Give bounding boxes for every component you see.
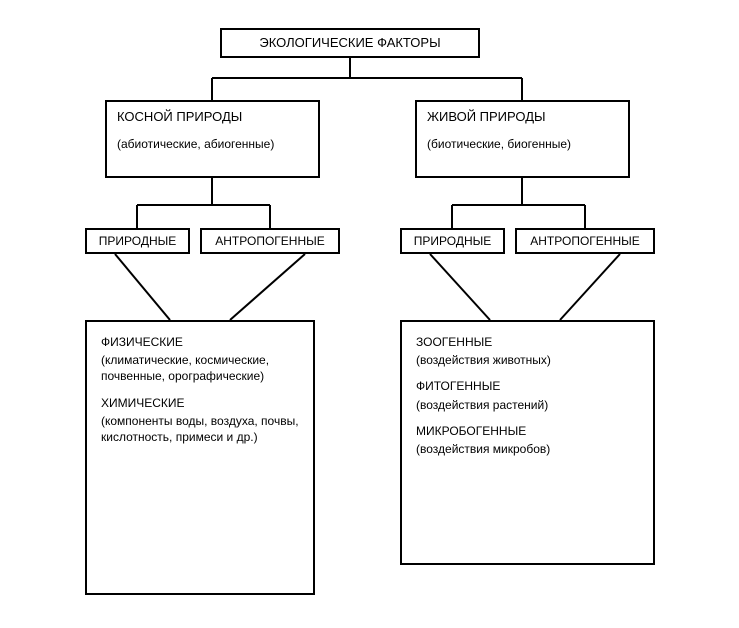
- branch-sub: (биотические, биогенные): [427, 136, 618, 152]
- branch-title: ЖИВОЙ ПРИРОДЫ: [427, 108, 618, 126]
- branch-abiotic: КОСНОЙ ПРИРОДЫ (абиотические, абиогенные): [105, 100, 320, 178]
- detail-biotic: ЗООГЕННЫЕ (воздействия животных) ФИТОГЕННЫ…: [400, 320, 655, 565]
- detail-item: ХИМИЧЕСКИЕ (компоненты воды, воздуха, поч…: [101, 395, 299, 446]
- detail-head: ХИМИЧЕСКИЕ: [101, 395, 299, 411]
- detail-item: ЗООГЕННЫЕ (воздействия животных): [416, 334, 639, 368]
- detail-paren: (воздействия растений): [416, 397, 639, 413]
- subnode-biotic-natural: ПРИРОДНЫЕ: [400, 228, 505, 254]
- detail-head: ФИЗИЧЕСКИЕ: [101, 334, 299, 350]
- detail-item: ФИТОГЕННЫЕ (воздействия растений): [416, 378, 639, 412]
- detail-paren: (климатические, космические, почвенные, …: [101, 352, 299, 384]
- detail-head: ФИТОГЕННЫЕ: [416, 378, 639, 394]
- subnode-abiotic-anthro: АНТРОПОГЕННЫЕ: [200, 228, 340, 254]
- branch-sub: (абиотические, абиогенные): [117, 136, 308, 152]
- detail-head: МИКРОБОГЕННЫЕ: [416, 423, 639, 439]
- branch-title: КОСНОЙ ПРИРОДЫ: [117, 108, 308, 126]
- root-title: ЭКОЛОГИЧЕСКИЕ ФАКТОРЫ: [259, 34, 440, 52]
- subnode-biotic-anthro: АНТРОПОГЕННЫЕ: [515, 228, 655, 254]
- detail-paren: (компоненты воды, воздуха, почвы, кислот…: [101, 413, 299, 445]
- root-node: ЭКОЛОГИЧЕСКИЕ ФАКТОРЫ: [220, 28, 480, 58]
- detail-paren: (воздействия животных): [416, 352, 639, 368]
- detail-item: МИКРОБОГЕННЫЕ (воздействия микробов): [416, 423, 639, 457]
- detail-item: ФИЗИЧЕСКИЕ (климатические, космические, п…: [101, 334, 299, 385]
- detail-abiotic: ФИЗИЧЕСКИЕ (климатические, космические, п…: [85, 320, 315, 595]
- detail-paren: (воздействия микробов): [416, 441, 639, 457]
- branch-biotic: ЖИВОЙ ПРИРОДЫ (биотические, биогенные): [415, 100, 630, 178]
- detail-head: ЗООГЕННЫЕ: [416, 334, 639, 350]
- subnode-abiotic-natural: ПРИРОДНЫЕ: [85, 228, 190, 254]
